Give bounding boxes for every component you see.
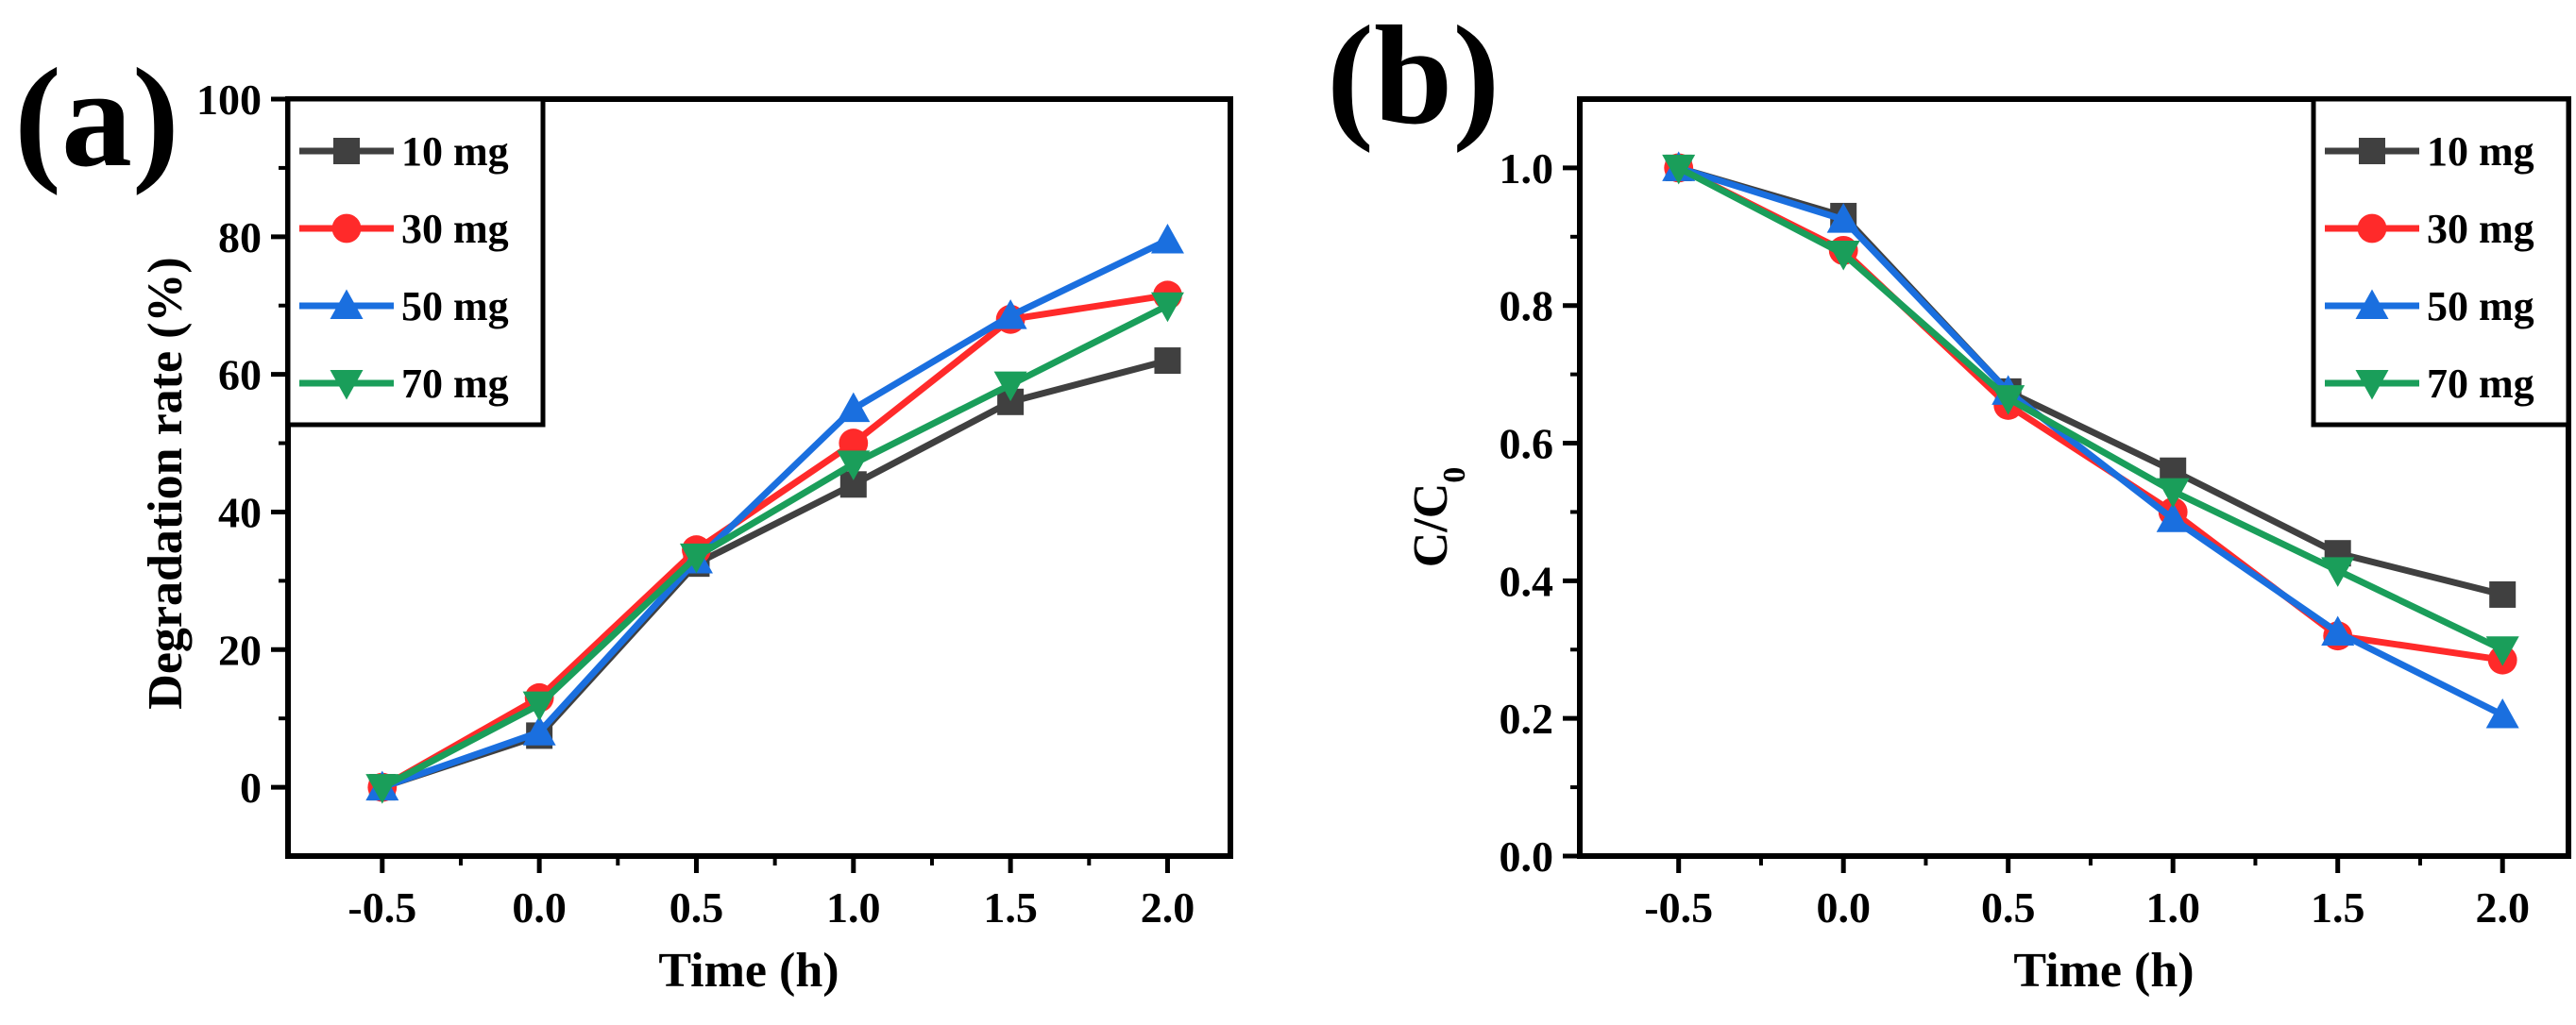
- panel-a-legend-marker: [333, 138, 360, 164]
- panel-a-data-point: [993, 371, 1027, 402]
- panel-b-x-tick-label: 1.0: [2145, 883, 2200, 932]
- panel-a-plot: -0.5 0.0 0.5 1.0 1.5 2.0 0 20 40 60 80 100 10 mg 30 m…: [196, 76, 1233, 932]
- panel-a-x-tick-label: 0.0: [512, 883, 567, 932]
- panel-b-series-line-70-mg: [1677, 164, 2504, 653]
- panel-a-y-tick-label: 80: [218, 213, 262, 261]
- panel-b-legend-label: 30 mg: [2427, 206, 2534, 252]
- panel-b-label: (b): [1327, 0, 1500, 154]
- panel-a-y-tick-label: 40: [218, 488, 262, 536]
- panel-b-legend-marker: [2355, 289, 2389, 319]
- panel-a-data-point: [365, 774, 399, 804]
- panel-a-x-tick-label: 2.0: [1141, 883, 1195, 932]
- panel-b-legend-label: 50 mg: [2427, 283, 2534, 329]
- panel-a-data-point: [837, 450, 871, 480]
- panel-b-data-point: [1991, 385, 2025, 415]
- panel-a-legend-label: 10 mg: [401, 128, 509, 175]
- panel-a-data-point: [839, 428, 869, 458]
- panel-a-y-tick-label: 0: [240, 764, 262, 812]
- panel-b-x-tick-label: 0.5: [1981, 883, 2036, 932]
- panel-b-y-tick-label: 0.2: [1500, 695, 1554, 743]
- panel-b-data-point: [1826, 241, 1860, 271]
- panel-b-data-point: [2321, 615, 2355, 647]
- panel-b-y-title-sub: 0: [1437, 467, 1472, 483]
- panel-b-series-line-50-mg: [1677, 164, 2504, 718]
- panel-a-series-line-30-mg: [381, 292, 1168, 791]
- panel-a-x-tick-label: 0.5: [669, 883, 724, 932]
- panel-b-y-tick-label: 1.0: [1500, 144, 1554, 193]
- panel-a-data-point: [1150, 292, 1184, 323]
- panel-b-x-tick-label: 1.5: [2311, 883, 2365, 932]
- panel-a-y-tick-label: 60: [218, 351, 262, 399]
- panel-b-y-title: C/C0: [1404, 467, 1472, 568]
- panel-b-data-point: [2489, 580, 2517, 608]
- panel-a-data-point: [679, 543, 713, 574]
- panel-b-data-point: [2485, 698, 2519, 729]
- panel-a-series-line-50-mg: [381, 237, 1169, 791]
- panel-b-y-tick-label: 0.6: [1500, 420, 1554, 468]
- panel-b-data-point: [2156, 478, 2190, 509]
- panel-b-x-tick-label: 0.0: [1816, 883, 1871, 932]
- panel-a-data-point: [522, 715, 556, 746]
- panel-a-legend-label: 50 mg: [401, 283, 509, 329]
- panel-a-x-tick-label: -0.5: [347, 883, 416, 932]
- panel-a-x-tick-label: 1.5: [983, 883, 1038, 932]
- panel-a-legend-label: 70 mg: [401, 361, 509, 407]
- panel-a-legend: 10 mg 30 mg 50 mg 70 mg: [285, 96, 546, 428]
- panel-b-legend-label: 10 mg: [2427, 128, 2534, 175]
- panel-a-data-point: [993, 299, 1027, 329]
- panel-b-y-title-main: C/C: [1404, 483, 1458, 568]
- panel-b-legend-label: 70 mg: [2427, 361, 2534, 407]
- panel-b-x-title: Time (h): [2013, 944, 2194, 998]
- panel-b-legend-marker: [2355, 370, 2389, 400]
- panel-a-y-title: Degradation rate (%): [139, 257, 193, 709]
- panel-a-plot-frame: [285, 96, 1233, 859]
- panel-b-plot: -0.5 0.0 0.5 1.0 1.5 2.0 0.0 0.2 0.4 0.6 0.8 1.0 10 …: [1500, 96, 2571, 932]
- panel-a-legend-marker: [330, 370, 364, 400]
- panel-a-data-point: [837, 392, 871, 423]
- panel-b-legend-marker: [2359, 138, 2385, 164]
- panel-b-y-tick-label: 0.8: [1500, 282, 1554, 330]
- panel-a-data-point: [1150, 223, 1184, 254]
- panel-b-data-point: [1662, 154, 1696, 185]
- panel-b-y-tick-label: 0.0: [1500, 832, 1554, 881]
- panel-b-legend: 10 mg 30 mg 50 mg 70 mg: [2311, 96, 2571, 428]
- panel-b: (b) -0.5 0.0 0.5 1.0 1.5 2.0 0.0 0.2 0.4 0.6 0.8 1.…: [1327, 0, 2571, 998]
- panel-b-y-tick-label: 0.4: [1500, 557, 1554, 605]
- panel-a-series-line-70-mg: [381, 302, 1170, 791]
- panel-b-data-point: [2485, 636, 2519, 666]
- panel-b-data-point: [2321, 557, 2355, 587]
- panel-a-y-tick-label: 20: [218, 626, 262, 674]
- panel-a: (a) -0.5 0.0 0.5 1.0 1.5 2.0 0 20 40 60 80 100 10 mg…: [14, 40, 1233, 998]
- panel-a-data-point: [522, 691, 556, 722]
- panel-a-label: (a): [14, 40, 179, 196]
- panel-a-y-tick-label: 100: [196, 76, 262, 124]
- panel-a-x-tick-label: 1.0: [826, 883, 881, 932]
- panel-a-legend-marker: [331, 213, 362, 244]
- panel-b-plot-frame: [1577, 96, 2571, 859]
- panel-a-legend-marker: [330, 289, 364, 319]
- panel-b-x-tick-label: -0.5: [1644, 883, 1713, 932]
- panel-b-data-point: [1826, 203, 1860, 233]
- panel-b-x-tick-label: 2.0: [2475, 883, 2530, 932]
- panel-b-data-point: [2156, 502, 2190, 532]
- panel-a-data-point: [1154, 347, 1181, 375]
- panel-a-x-title: Time (h): [658, 944, 839, 998]
- panel-a-legend-label: 30 mg: [401, 206, 509, 252]
- panel-b-legend-marker: [2357, 213, 2387, 244]
